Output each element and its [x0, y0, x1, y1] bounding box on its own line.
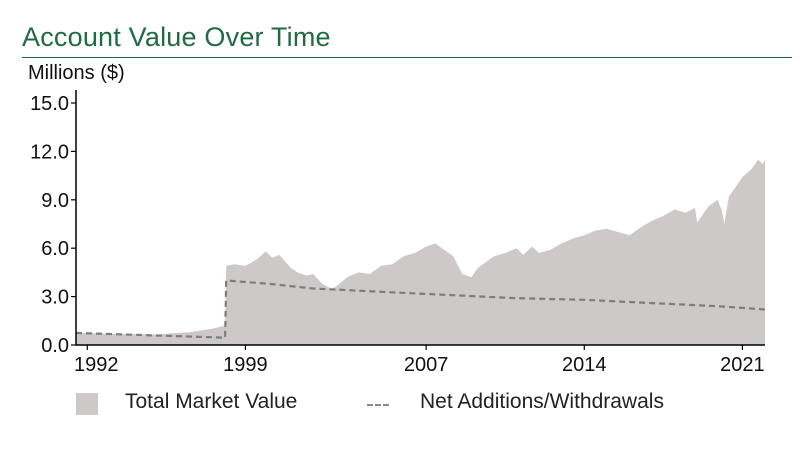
chart-canvas: 0.0 3.0 6.0 9.0 12.0 15.0 1992 1999 2007 2014 2021	[30, 90, 766, 376]
y-tick-label: 6.0	[41, 238, 69, 260]
title-underline	[22, 57, 792, 58]
y-tick-label: 0.0	[41, 335, 69, 357]
legend-label-market-value: Total Market Value	[125, 390, 298, 413]
y-tick-label: 3.0	[41, 287, 69, 309]
x-tick-label: 2014	[562, 354, 607, 376]
y-tick-label: 9.0	[41, 190, 69, 212]
x-tick-label: 1992	[74, 354, 119, 376]
y-tick-label: 15.0	[30, 93, 69, 115]
market-value-area	[76, 159, 765, 345]
legend-swatch-market-value	[76, 393, 98, 415]
y-tick-label: 12.0	[30, 141, 69, 163]
y-axis-units-label: Millions ($)	[28, 62, 125, 84]
net-additions-line	[75, 279, 766, 339]
chart-title: Account Value Over Time	[22, 22, 331, 52]
x-tick-label: 2007	[404, 354, 449, 376]
x-tick-label: 1999	[223, 354, 268, 376]
x-tick-label: 2021	[720, 354, 765, 376]
legend-label-net-additions: Net Additions/Withdrawals	[420, 390, 664, 413]
legend-swatch-net-additions	[367, 404, 389, 406]
